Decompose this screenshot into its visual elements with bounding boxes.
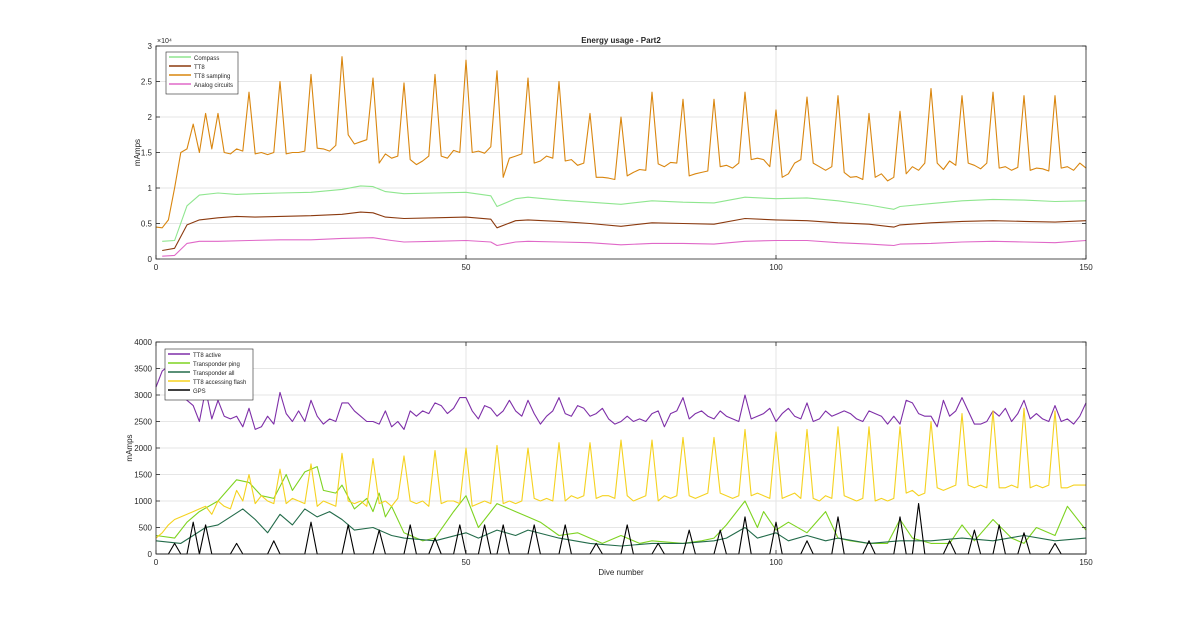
y-tick-label: 0.5: [141, 220, 153, 229]
y-tick-label: 3000: [134, 391, 152, 400]
y-exponent-label: ×10⁴: [157, 38, 172, 45]
y-tick-label: 1: [148, 184, 153, 193]
y-axis-label: mAmps: [133, 139, 142, 166]
y-axis-label: mAmps: [125, 434, 134, 461]
series-line-tt8-active: [155, 365, 1087, 430]
x-tick-label: 100: [769, 558, 783, 567]
x-tick-label: 100: [769, 263, 783, 272]
series-line-tt8-accessing-flash: [155, 407, 1086, 539]
x-axis-label: Dive number: [598, 568, 644, 577]
series-line-tt8: [162, 211, 1087, 252]
legend-box: [165, 51, 239, 95]
y-tick-label: 2.5: [141, 78, 153, 87]
legend-label: Transponder all: [193, 371, 234, 377]
legend-label: TT8: [194, 65, 205, 71]
legend-label: GPS: [193, 389, 206, 395]
series-line-transponder-all: [155, 508, 1087, 547]
y-tick-label: 2: [148, 113, 153, 122]
series-line-transponder-ping: [155, 466, 1087, 544]
y-tick-label: 2000: [134, 444, 152, 453]
y-tick-label: 2500: [134, 418, 152, 427]
legend-label: Analog circuits: [194, 83, 233, 89]
y-tick-label: 1000: [134, 497, 152, 506]
x-tick-label: 150: [1079, 263, 1093, 272]
y-tick-label: 1.5: [141, 149, 153, 158]
legend-label: Transponder ping: [193, 362, 240, 368]
series-line-tt8-sampling: [155, 56, 1087, 229]
y-tick-label: 3: [148, 42, 153, 51]
chart-title: Energy usage - Part2: [581, 36, 661, 45]
x-tick-label: 150: [1079, 558, 1093, 567]
legend-box: [164, 348, 254, 401]
legend-label: Compass: [194, 56, 219, 62]
legend-label: TT8 sampling: [194, 74, 230, 80]
legend-label: TT8 accessing flash: [193, 380, 246, 386]
y-tick-label: 3500: [134, 365, 152, 374]
y-tick-label: 500: [139, 524, 153, 533]
legend-label: TT8 active: [193, 353, 222, 359]
series-line-compass: [162, 185, 1087, 242]
y-tick-label: 0: [148, 550, 153, 559]
series-line-analog-circuits: [162, 237, 1087, 257]
y-tick-label: 4000: [134, 338, 152, 347]
energy-usage-chart: 0 50 100 150 0 0.5 1 1.5 2 2.5 3 ×10⁴ Energy usage -…: [133, 36, 1093, 272]
y-tick-label: 0: [148, 255, 153, 264]
x-tick-label: 0: [154, 263, 159, 272]
tt8-activity-chart: 0 50 100 1500500100015002000250030003500400…: [125, 338, 1093, 577]
x-tick-label: 50: [462, 263, 471, 272]
x-tick-label: 50: [462, 558, 471, 567]
y-tick-label: 1500: [134, 471, 152, 480]
x-tick-label: 0: [154, 558, 159, 567]
